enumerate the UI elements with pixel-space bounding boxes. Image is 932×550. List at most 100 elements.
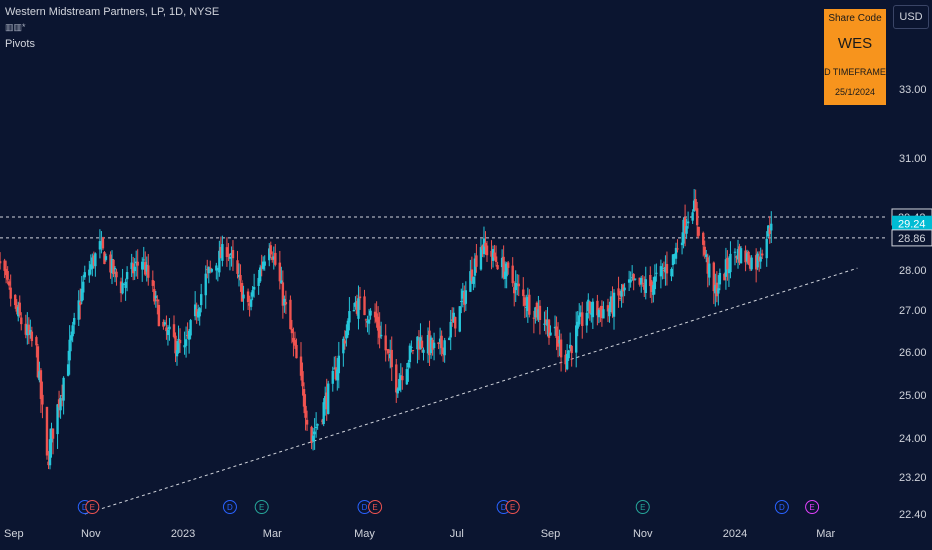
x-tick-label: Nov (81, 528, 101, 540)
candle-body (305, 419, 309, 425)
candle-body (765, 238, 768, 259)
candle-body (376, 316, 380, 331)
candle-body (121, 282, 124, 294)
price-level-label: 29.24 (898, 219, 926, 231)
candle-body (228, 256, 232, 259)
candle-body (429, 337, 433, 354)
candle-body (398, 378, 401, 391)
candle-body (239, 275, 242, 281)
candle-body (263, 261, 266, 266)
candle-body (196, 311, 200, 318)
candle-body (717, 288, 720, 294)
candle-body (337, 355, 341, 374)
candle-body (358, 296, 362, 299)
candle-body (165, 327, 168, 332)
y-tick-label: 31.00 (899, 153, 927, 165)
candle-body (262, 261, 265, 269)
candle-body (145, 264, 148, 272)
candle-body (231, 250, 235, 259)
candle-body (193, 304, 197, 317)
candle-body (585, 312, 588, 326)
candle-body (588, 301, 592, 314)
candle-body (324, 396, 327, 405)
candle-body (556, 336, 560, 347)
candle-body (578, 315, 581, 325)
candle-body (581, 312, 584, 326)
candle-body (293, 339, 297, 346)
candle-body (664, 267, 667, 273)
candle-body (14, 294, 17, 306)
candle-body (738, 246, 741, 263)
candle-body (627, 279, 631, 283)
bar-icon[interactable]: ▥▥* (5, 22, 26, 32)
candle-body (458, 306, 461, 332)
candle-body (68, 339, 71, 361)
candle-body (695, 208, 699, 226)
candle-body (496, 265, 499, 270)
event-marker-label: D (362, 503, 368, 512)
candle-body (280, 280, 283, 284)
candle-body (426, 335, 430, 354)
candle-body (484, 242, 487, 247)
currency-button[interactable]: USD (893, 5, 929, 29)
candle-body (144, 261, 147, 275)
candle-body (754, 255, 758, 270)
y-tick-label: 33.00 (899, 84, 927, 96)
candle-body (479, 247, 483, 270)
event-marker-e (805, 500, 820, 514)
candle-body (395, 364, 398, 393)
candle-body (676, 248, 679, 250)
candle-body (274, 252, 277, 265)
candle-body (157, 304, 161, 327)
candle-body (26, 324, 29, 336)
candle-body (673, 254, 676, 259)
candle-body (310, 426, 313, 443)
event-marker-label: E (90, 503, 95, 512)
candle-body (269, 245, 272, 255)
candle-body (51, 428, 55, 439)
candle-body (431, 339, 434, 350)
candle-body (210, 269, 213, 272)
x-tick-label: Mar (816, 528, 835, 540)
candle-body (246, 291, 250, 303)
candle-body (579, 312, 582, 317)
candle-body (378, 325, 381, 338)
x-tick-label: 2024 (723, 528, 747, 540)
candle-body (767, 225, 770, 237)
candle-body (136, 261, 139, 266)
candle-body (441, 347, 445, 355)
candle-body (56, 404, 59, 435)
candle-body (206, 269, 209, 271)
candle-body (502, 256, 505, 278)
candle-body (57, 399, 61, 408)
candle-body (7, 281, 11, 286)
candle-body (568, 344, 572, 349)
candle-body (706, 257, 709, 274)
candle-body (272, 256, 275, 260)
candle-body (671, 254, 675, 266)
candle-body (470, 269, 474, 282)
candle-body (289, 299, 292, 330)
candle-body (599, 307, 602, 311)
candle-body (454, 316, 457, 329)
candle-body (24, 323, 28, 335)
candle-body (396, 388, 399, 394)
candle-body (692, 200, 696, 212)
candle-body (363, 296, 366, 316)
candle-body (463, 292, 466, 305)
x-tick-label: Mar (263, 528, 282, 540)
candle-body (153, 289, 156, 302)
candle-body (558, 339, 561, 344)
candle-body (570, 345, 573, 354)
candle-body (198, 308, 201, 317)
candle-body (649, 274, 652, 287)
y-tick-label: 22.40 (899, 509, 927, 521)
candle-body (618, 297, 622, 299)
candle-body (271, 257, 274, 261)
candle-body (163, 322, 167, 325)
candle-body (630, 277, 634, 279)
candle-body (352, 310, 356, 312)
event-marker-e (254, 500, 269, 514)
pivots-indicator-label[interactable]: Pivots (5, 38, 35, 50)
